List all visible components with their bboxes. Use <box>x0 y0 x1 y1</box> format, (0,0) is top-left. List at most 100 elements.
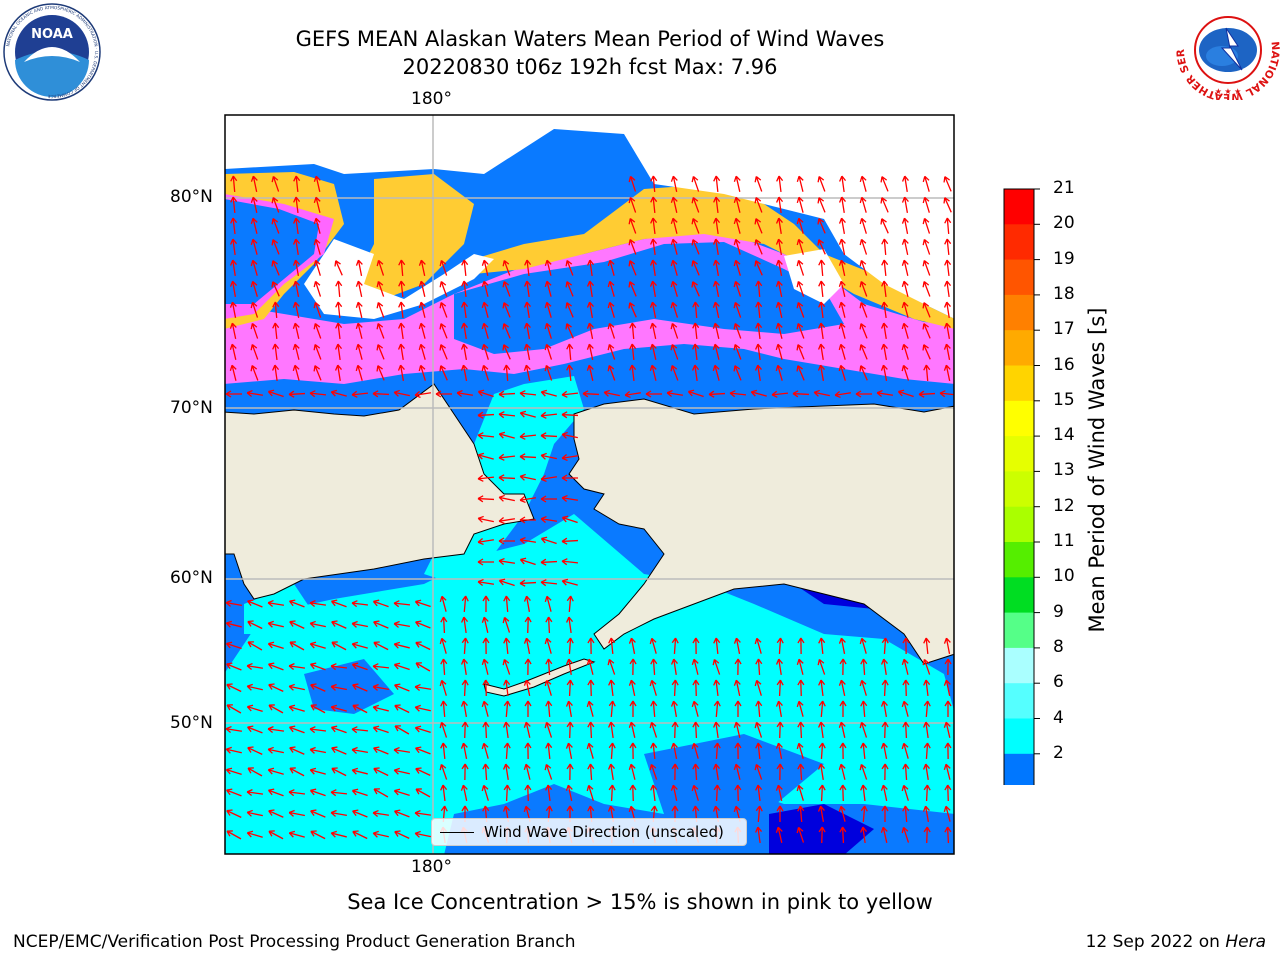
wind-wave-arrow <box>393 662 410 671</box>
wind-wave-arrow <box>922 344 931 360</box>
latitude-label-80n: 80°N <box>170 187 213 207</box>
wind-wave-arrow <box>796 323 805 339</box>
wind-wave-arrow <box>561 494 579 502</box>
wind-wave-arrow <box>922 238 931 255</box>
wind-wave-arrow <box>943 637 951 654</box>
wind-wave-arrow <box>544 343 553 360</box>
wind-wave-arrow <box>267 599 285 607</box>
wind-wave-arrow <box>498 390 516 398</box>
wind-wave-arrow <box>335 322 343 340</box>
wind-wave-arrow <box>733 301 742 318</box>
wind-wave-arrow <box>713 637 721 655</box>
wind-wave-arrow <box>713 679 721 697</box>
wind-wave-arrow <box>247 620 263 630</box>
colorbar-segment <box>1004 189 1034 225</box>
wind-wave-arrow <box>498 453 516 461</box>
wind-wave-arrow <box>860 826 868 844</box>
wind-wave-arrow <box>355 259 363 276</box>
wind-wave-arrow <box>629 742 637 760</box>
wind-wave-arrow <box>670 217 678 234</box>
wind-wave-arrow <box>540 389 557 397</box>
wind-wave-arrow <box>544 763 553 780</box>
wind-wave-arrow <box>293 175 301 193</box>
colorbar-tick-label: 21 <box>1053 178 1075 198</box>
wind-wave-arrow <box>776 805 784 822</box>
wind-wave-arrow <box>330 809 347 817</box>
wind-wave-arrow <box>561 515 578 524</box>
wind-wave-arrow <box>502 281 511 297</box>
wind-wave-arrow <box>439 365 448 381</box>
wind-wave-arrow <box>440 784 448 802</box>
wind-wave-arrow <box>712 763 720 781</box>
colorbar-segment <box>1004 577 1034 614</box>
wind-wave-arrow <box>523 364 531 381</box>
wind-wave-arrow <box>477 538 495 546</box>
wind-wave-arrow <box>733 679 741 696</box>
wind-wave-arrow <box>565 784 573 801</box>
wind-wave-arrow <box>247 725 263 734</box>
wind-wave-arrow <box>272 301 280 319</box>
wind-wave-arrow <box>797 805 805 823</box>
wind-wave-arrow <box>351 788 368 797</box>
wind-wave-arrow <box>796 175 804 192</box>
wind-wave-arrow <box>859 238 868 255</box>
wind-wave-arrow <box>839 826 847 844</box>
wind-wave-arrow <box>881 679 889 697</box>
wind-wave-arrow <box>565 302 574 318</box>
wind-wave-arrow <box>880 700 888 717</box>
wind-wave-arrow <box>481 742 489 759</box>
colorbar-tick-label: 9 <box>1053 601 1064 622</box>
wind-wave-arrow <box>607 280 615 297</box>
wind-wave-arrow <box>267 620 284 628</box>
wind-wave-arrow <box>859 721 868 738</box>
wind-wave-arrow <box>351 620 368 628</box>
wind-wave-arrow <box>607 322 616 339</box>
wind-wave-arrow <box>922 805 930 822</box>
wind-wave-arrow <box>310 683 326 692</box>
wind-wave-arrow <box>817 197 826 213</box>
wind-wave-arrow <box>670 322 679 339</box>
wind-wave-arrow <box>628 196 637 213</box>
wind-wave-arrow <box>901 658 909 675</box>
map-svg <box>224 114 955 855</box>
colorbar-segment <box>1004 506 1034 543</box>
wind-wave-arrow <box>498 431 515 439</box>
wind-wave-arrow <box>838 343 846 360</box>
wind-wave-arrow <box>607 343 616 360</box>
wind-wave-arrow <box>372 599 389 608</box>
wind-wave-arrow <box>839 700 847 717</box>
wind-wave-arrow <box>460 658 468 676</box>
wind-wave-arrow <box>373 746 389 755</box>
wind-wave-arrow <box>289 641 305 651</box>
wind-wave-arrow <box>373 767 389 777</box>
colorbar-segment <box>1004 365 1034 402</box>
wind-wave-arrow <box>650 217 658 235</box>
wind-wave-arrow <box>523 322 531 339</box>
wind-wave-arrow <box>628 260 637 276</box>
wind-wave-arrow <box>733 196 741 213</box>
wind-wave-arrow <box>733 175 741 192</box>
wind-wave-arrow <box>414 810 432 818</box>
footer-host: Hera <box>1225 932 1266 952</box>
wind-wave-arrow <box>352 830 368 840</box>
wind-wave-arrow <box>860 784 868 802</box>
wind-wave-arrow <box>418 280 426 297</box>
wind-wave-arrow <box>481 343 489 360</box>
wind-wave-arrow <box>729 390 747 398</box>
wind-wave-arrow <box>859 280 868 297</box>
colorbar-segment <box>1004 436 1034 472</box>
wind-wave-arrow <box>881 280 889 298</box>
wind-wave-arrow <box>628 302 637 318</box>
wind-wave-arrow <box>587 259 595 277</box>
wind-wave-arrow <box>372 390 390 398</box>
wind-wave-arrow <box>540 452 557 460</box>
wind-wave-arrow <box>477 558 494 566</box>
wind-wave-arrow <box>670 196 678 213</box>
wind-wave-arrow <box>776 763 784 781</box>
wind-wave-arrow <box>901 175 909 193</box>
wind-wave-arrow <box>775 280 783 297</box>
wind-wave-arrow <box>901 322 909 339</box>
wind-wave-arrow <box>246 830 263 838</box>
wind-wave-arrow <box>544 364 553 381</box>
wind-wave-arrow <box>860 700 868 718</box>
